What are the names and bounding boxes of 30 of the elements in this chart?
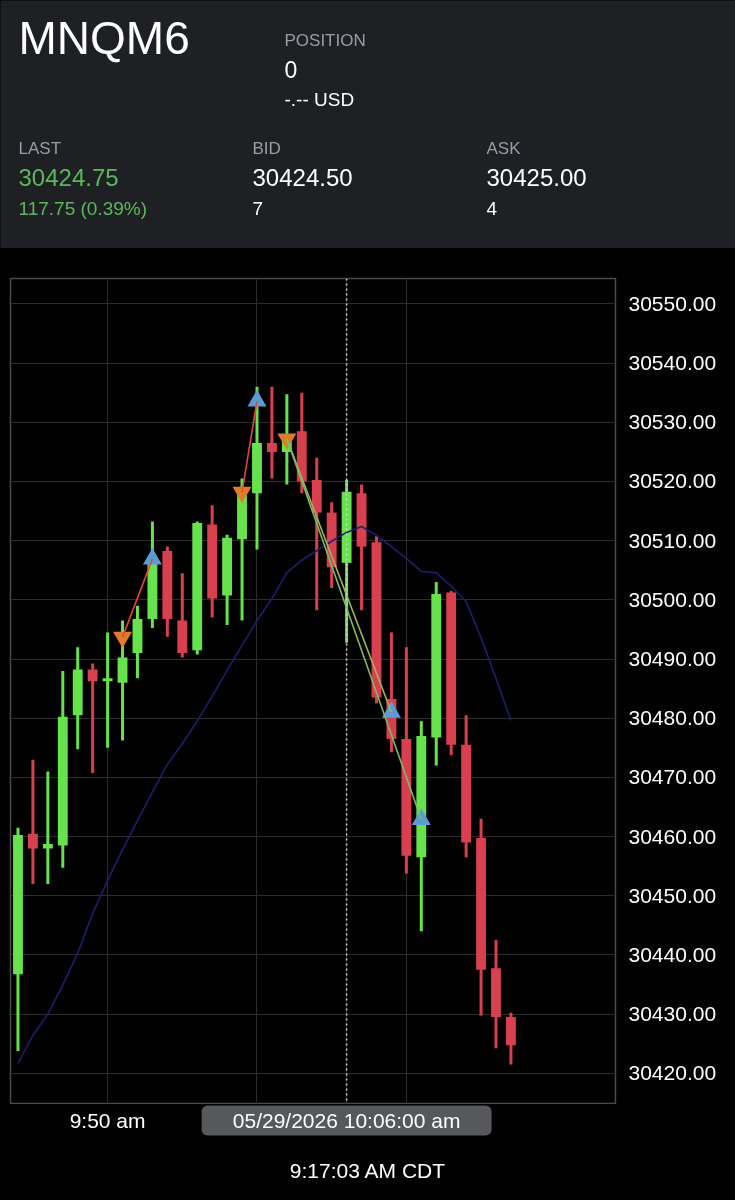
text: POSITION: [284, 31, 366, 50]
y-tick-label: 30490.00: [628, 647, 717, 671]
y-tick-label: 30450.00: [628, 883, 717, 907]
y-tick-label: 30540.00: [628, 351, 717, 375]
y-tick-label: 30520.00: [628, 469, 717, 493]
y-tick-label: 30480.00: [628, 706, 717, 730]
text: -.-- USD: [284, 89, 355, 110]
y-tick-label: 30510.00: [628, 528, 717, 552]
y-tick-label: 30550.00: [628, 291, 717, 315]
text: 9:17:03 AM CDT: [289, 1159, 446, 1182]
text: 30424.75: [18, 164, 119, 191]
y-tick-label: 30430.00: [628, 1002, 717, 1026]
y-tick-label: 30440.00: [628, 942, 717, 966]
text: 30424.50: [252, 164, 353, 191]
x-tick-label: 05/29/2026 10:06:00 am: [232, 1109, 461, 1132]
text: BID: [252, 139, 281, 158]
y-tick-label: 30530.00: [628, 410, 717, 434]
text: 0: [284, 57, 298, 83]
text: ASK: [486, 139, 522, 158]
y-tick-label: 30420.00: [628, 1061, 717, 1085]
text: 117.75 (0.39%): [18, 198, 148, 219]
text: 7: [252, 198, 264, 219]
x-tick-label: 9:50 am: [69, 1109, 146, 1132]
y-tick-label: 30470.00: [628, 765, 717, 789]
y-tick-label: 30460.00: [628, 824, 717, 848]
chart-title: MNQM6: [18, 11, 190, 64]
y-tick-label: 30500.00: [628, 587, 717, 611]
text: 30425.00: [486, 164, 587, 191]
text: LAST: [18, 139, 62, 158]
text: 4: [486, 198, 498, 219]
